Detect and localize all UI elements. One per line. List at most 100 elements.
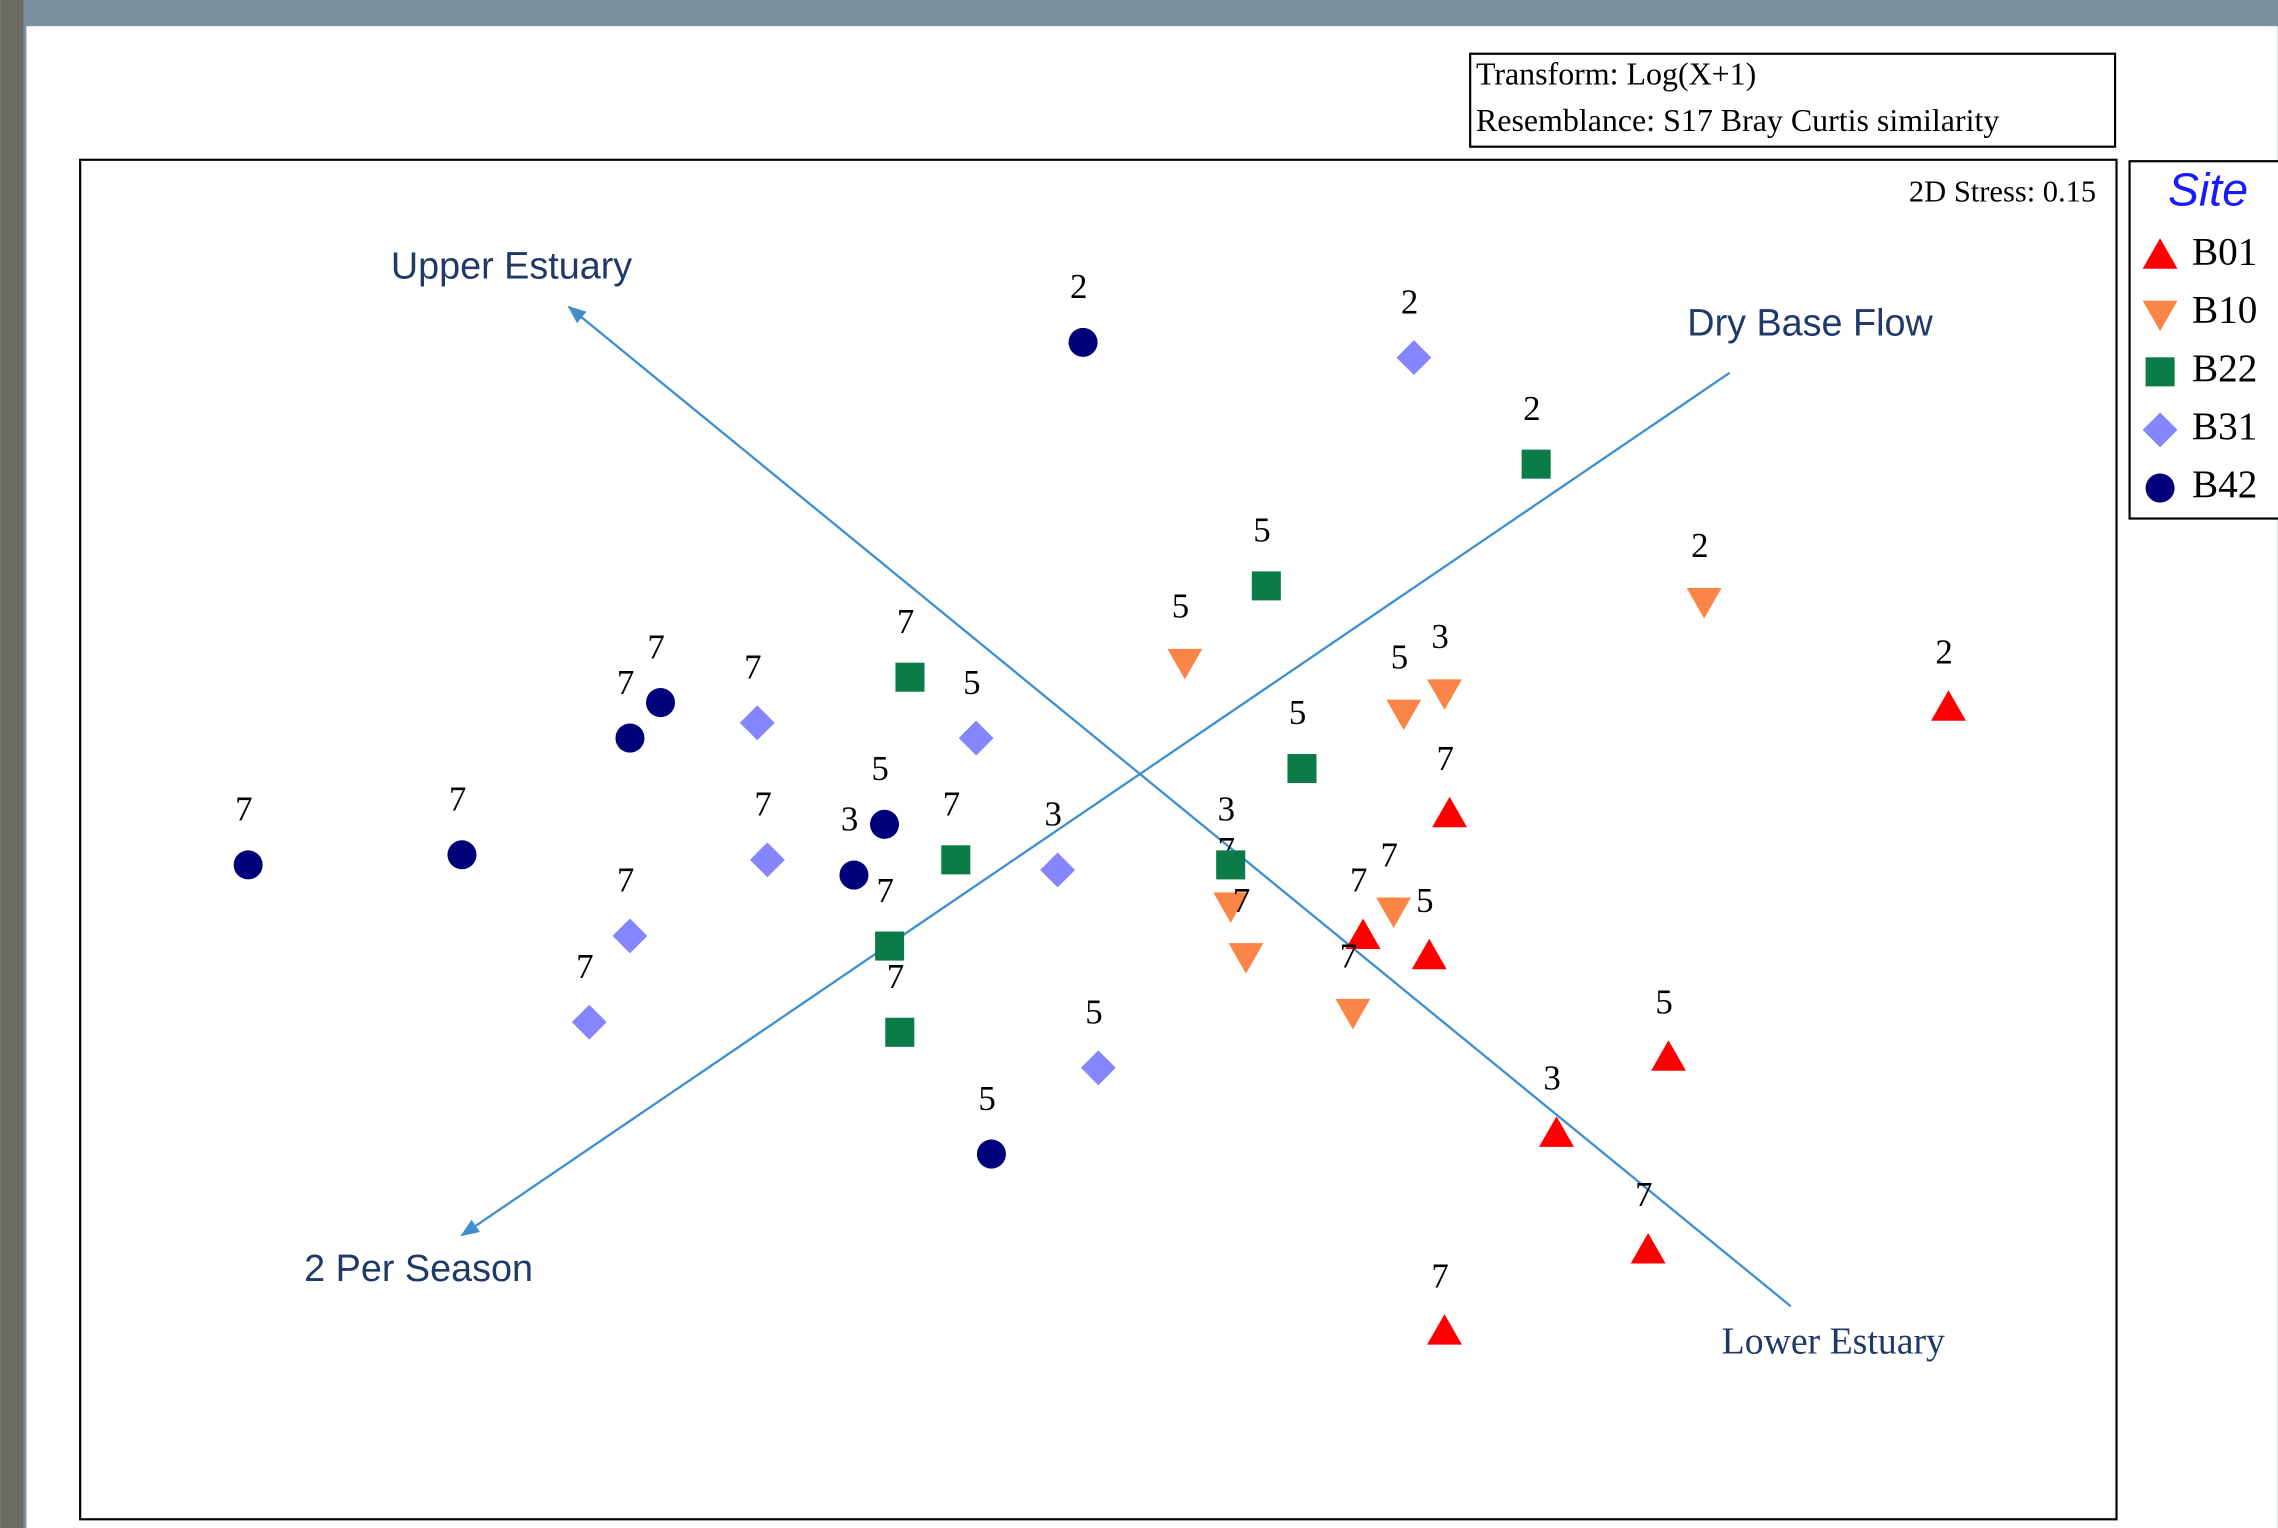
point [1931,690,1966,721]
point [739,705,775,741]
legend-title: Site [2168,163,2248,215]
point-label: 5 [1391,637,1408,676]
point [1251,571,1281,601]
legend-marker [2142,300,2178,332]
point [447,840,477,870]
point [1651,1040,1686,1071]
point-label: 7 [744,648,761,687]
point [1396,340,1432,376]
point [1345,918,1381,949]
point-label: 7 [617,861,634,900]
vector-arrow [460,371,1731,1237]
point-label: 5 [1289,693,1306,732]
point [1630,1232,1666,1264]
point-label: 7 [235,790,252,829]
point-label: 5 [1416,881,1433,920]
point-label: 3 [1543,1058,1560,1097]
legend-label: B10 [2192,289,2257,332]
point [1216,850,1246,880]
point-label: 2 [1401,282,1418,321]
left-edge [0,0,24,1528]
point [1427,1314,1462,1345]
point [1432,796,1468,828]
point-label: 2 [1935,632,1952,671]
point-label: 7 [1635,1175,1652,1214]
vector-label: Upper Estuary [391,246,632,288]
point [645,688,676,718]
point [869,809,900,839]
point [1376,897,1412,928]
point-label: 5 [871,749,888,788]
point-label: 7 [1233,881,1250,920]
point-label: 2 [1070,267,1087,306]
point [615,723,645,753]
transform-text: Transform: Log(X+1) [1476,56,1756,91]
point-label: 7 [647,627,664,666]
point [612,918,648,954]
legend-marker [2142,412,2178,448]
point-label: 7 [576,947,593,986]
vector-arrow [567,305,1792,1308]
point-label: 2 [1523,389,1540,428]
point-label: 5 [978,1079,995,1118]
point [1335,998,1371,1030]
legend-marker [2142,238,2178,269]
legend-label: B31 [2192,405,2257,448]
point-label: 5 [1253,511,1270,550]
point-label: 3 [841,800,858,839]
point-label: 2 [1691,526,1708,565]
point-label: 7 [1437,739,1454,778]
point-label: 5 [1172,587,1189,626]
point [875,931,905,961]
point [1521,449,1551,479]
point [1068,327,1098,357]
point [941,845,971,875]
point [1386,699,1422,731]
legend-box [2128,160,2278,520]
legend-label: B42 [2192,463,2257,506]
point [749,842,785,878]
point [895,662,925,692]
point [976,1139,1006,1169]
vector-label: 2 Per Season [304,1248,533,1290]
point-label: 7 [449,779,466,818]
point-label: 7 [897,602,914,641]
point [1411,938,1447,970]
point-label: 5 [963,663,980,702]
point [958,720,994,756]
point [571,1004,607,1040]
legend-label: B22 [2192,347,2257,390]
legend-label: B01 [2192,231,2257,274]
vector-label: Dry Base Flow [1687,302,1933,344]
point-label: 5 [1085,993,1102,1032]
legend-marker [2145,357,2175,387]
point [839,860,869,890]
point [1686,588,1722,619]
point-label: 7 [1431,1256,1448,1295]
point [885,1017,915,1047]
resemblance-text: Resemblance: S17 Bray Curtis similarity [1476,103,1999,138]
point-label: 5 [1655,982,1672,1021]
point [1213,892,1249,923]
point-label: 7 [1350,861,1367,900]
point [233,850,263,880]
point [1427,679,1462,710]
plot-frame [79,158,2118,1521]
point-label: 7 [1381,835,1398,874]
point [1040,852,1076,888]
point-label: 7 [943,785,960,824]
point-label: 3 [1045,795,1062,834]
legend-marker [2145,473,2175,503]
point-label: 7 [887,957,904,996]
info-box [1469,52,2117,148]
point [1539,1116,1574,1147]
vector-label: Lower Estuary [1722,1321,1945,1363]
point [1287,753,1317,784]
point-label: 3 [1431,617,1448,656]
point [1167,648,1203,680]
point-label: 7 [754,785,771,824]
stress-text: 2D Stress: 0.15 [1909,175,2096,209]
point [1080,1050,1116,1086]
